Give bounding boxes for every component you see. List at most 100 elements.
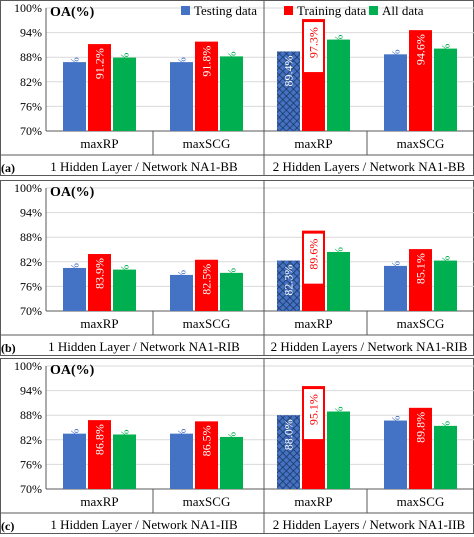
training-bar xyxy=(88,44,111,131)
group-label: 2 Hidden Layers / Network NA1-BB xyxy=(273,159,466,174)
data-label-training: 82.5% xyxy=(200,264,214,295)
data-label-all: 82.3% xyxy=(439,256,453,287)
all-bar xyxy=(113,269,136,311)
training-bar xyxy=(195,421,218,489)
data-label-box xyxy=(304,22,323,73)
y-tick-label: 94% xyxy=(20,384,42,398)
data-label-training: 86.5% xyxy=(200,425,214,456)
data-label-training: 91.8% xyxy=(200,46,214,77)
legend-swatch-testing xyxy=(181,6,190,15)
y-axis-title: OA(%) xyxy=(50,363,95,378)
y-tick-label: 70% xyxy=(20,304,42,318)
y-tick-label: 88% xyxy=(20,50,42,64)
y-axis-title: OA(%) xyxy=(50,5,95,20)
category-label: maxRP xyxy=(294,136,332,151)
testing-bar xyxy=(277,260,300,311)
y-tick-label: 70% xyxy=(20,482,42,496)
data-label-testing: 86.7% xyxy=(389,416,403,447)
all-bar xyxy=(220,272,243,311)
data-label-all: 82.7% xyxy=(225,432,239,463)
category-label: maxRP xyxy=(80,136,118,151)
group-label: 2 Hidden Layers / Network NA1-RIB xyxy=(271,339,468,354)
data-label-all: 83.3% xyxy=(118,429,132,460)
y-tick-label: 70% xyxy=(20,124,42,138)
all-bar xyxy=(434,48,457,132)
training-bar xyxy=(195,259,218,311)
legend: Testing data Training data All data xyxy=(181,3,424,18)
panel-label: (b) xyxy=(1,341,16,355)
data-label-box xyxy=(304,233,323,284)
data-label-testing: 88.7% xyxy=(389,49,403,80)
testing-bar xyxy=(63,62,86,132)
all-bar xyxy=(220,56,243,131)
data-label-all: 79.3% xyxy=(225,268,239,299)
testing-bar xyxy=(170,62,193,132)
data-label-testing: 83.5% xyxy=(68,429,82,460)
all-bar xyxy=(434,425,457,489)
category-label: maxSCG xyxy=(397,494,445,509)
group-label: 1 Hidden Layer / Network NA1-IIB xyxy=(50,517,238,532)
y-tick-label: 100% xyxy=(14,359,42,373)
y-tick-label: 76% xyxy=(20,457,42,471)
testing-bar xyxy=(63,267,86,311)
data-label-all: 92.3% xyxy=(332,35,346,66)
data-label-testing: 78.8% xyxy=(175,270,189,301)
data-label-testing: 89.4% xyxy=(282,55,296,86)
category-label: maxRP xyxy=(294,316,332,331)
testing-bar xyxy=(384,54,407,131)
panel-b: 70% 76% 82% 88% 94% 100% OA(%) 80.5% 83.9% 80.1% m… xyxy=(0,180,474,356)
training-bar xyxy=(88,420,111,489)
panel-label: (a) xyxy=(1,161,15,175)
training-bar xyxy=(195,41,218,132)
all-bar xyxy=(327,411,350,489)
legend-swatch-all xyxy=(369,6,378,15)
data-label-all: 84.4% xyxy=(332,247,346,278)
category-label: maxSCG xyxy=(183,136,231,151)
group-label: 2 Hidden Layers / Network NA1-IIB xyxy=(273,517,466,532)
data-label-all: 88.9% xyxy=(332,407,346,438)
y-tick-label: 76% xyxy=(20,99,42,113)
testing-bar xyxy=(384,420,407,489)
y-tick-label: 94% xyxy=(20,206,42,220)
data-label-testing: 82.3% xyxy=(282,265,296,296)
y-tick-label: 82% xyxy=(20,255,42,269)
legend-label-training: Training data xyxy=(297,3,366,18)
y-tick-label: 82% xyxy=(20,75,42,89)
data-label-testing: 88.0% xyxy=(282,419,296,450)
y-tick-label: 100% xyxy=(14,1,42,15)
testing-bar xyxy=(170,433,193,489)
data-label-training: 86.8% xyxy=(93,424,107,455)
category-label: maxRP xyxy=(294,494,332,509)
panel-a: 70% 76% 82% 88% 94% 100% OA(%) 86.8% 91.2% 87.9% m… xyxy=(0,0,474,176)
data-label-training: 91.2% xyxy=(93,48,107,79)
data-label-training: 97.3% xyxy=(307,27,321,58)
y-tick-label: 94% xyxy=(20,26,42,40)
all-bar xyxy=(113,57,136,131)
data-label-training: 83.9% xyxy=(93,258,107,289)
y-axis-title: OA(%) xyxy=(50,185,95,200)
testing-bar xyxy=(384,265,407,311)
data-label-training: 94.6% xyxy=(414,34,428,65)
data-label-all: 88.2% xyxy=(225,51,239,82)
all-bar xyxy=(327,39,350,131)
group-label: 1 Hidden Layer / Network NA1-RIB xyxy=(48,339,240,354)
group-label: 1 Hidden Layer / Network NA1-BB xyxy=(50,159,238,174)
data-label-testing: 83.5% xyxy=(175,429,189,460)
training-bar xyxy=(409,407,432,489)
category-label: maxSCG xyxy=(183,316,231,331)
training-bar xyxy=(409,30,432,131)
data-label-testing: 86.8% xyxy=(175,57,189,88)
category-label: maxSCG xyxy=(397,316,445,331)
y-tick-label: 82% xyxy=(20,433,42,447)
data-label-training: 85.1% xyxy=(414,253,428,284)
legend-swatch-training xyxy=(284,6,293,15)
all-bar xyxy=(220,436,243,489)
data-label-training: 89.8% xyxy=(414,412,428,443)
y-tick-label: 88% xyxy=(20,230,42,244)
testing-bar xyxy=(277,415,300,489)
data-label-all: 90.1% xyxy=(439,44,453,75)
data-label-all: 87.9% xyxy=(118,53,132,84)
y-tick-label: 88% xyxy=(20,408,42,422)
data-label-testing: 86.8% xyxy=(68,57,82,88)
